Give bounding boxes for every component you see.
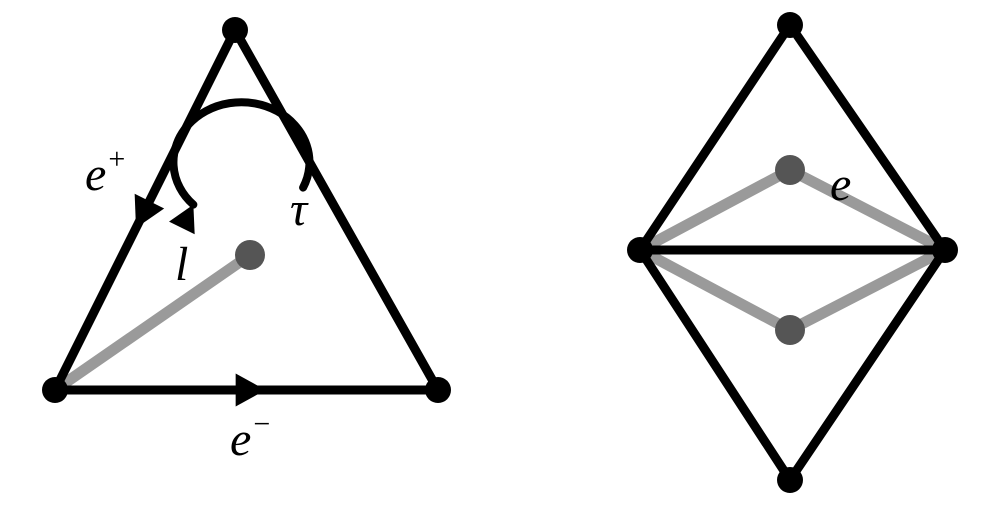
r-vertex-bottom bbox=[777, 467, 803, 493]
vertex-top bbox=[222, 17, 248, 43]
center-tau bbox=[235, 240, 265, 270]
left-figure: l τ e+ e− bbox=[42, 17, 451, 466]
r-center-upper bbox=[775, 155, 805, 185]
r-vertex-left bbox=[627, 237, 653, 263]
vertex-right bbox=[425, 377, 451, 403]
label-e: e bbox=[830, 158, 851, 211]
diagram-canvas: l τ e+ e− e bbox=[0, 0, 1000, 512]
label-tau: τ bbox=[290, 183, 309, 236]
label-l: l bbox=[175, 238, 188, 291]
r-center-lower bbox=[775, 315, 805, 345]
r-vertex-top bbox=[777, 12, 803, 38]
label-e-plus: e+ bbox=[85, 142, 125, 201]
right-figure: e bbox=[627, 12, 958, 493]
label-e-minus: e− bbox=[230, 407, 270, 466]
vertex-left bbox=[42, 377, 68, 403]
r-vertex-right bbox=[932, 237, 958, 263]
